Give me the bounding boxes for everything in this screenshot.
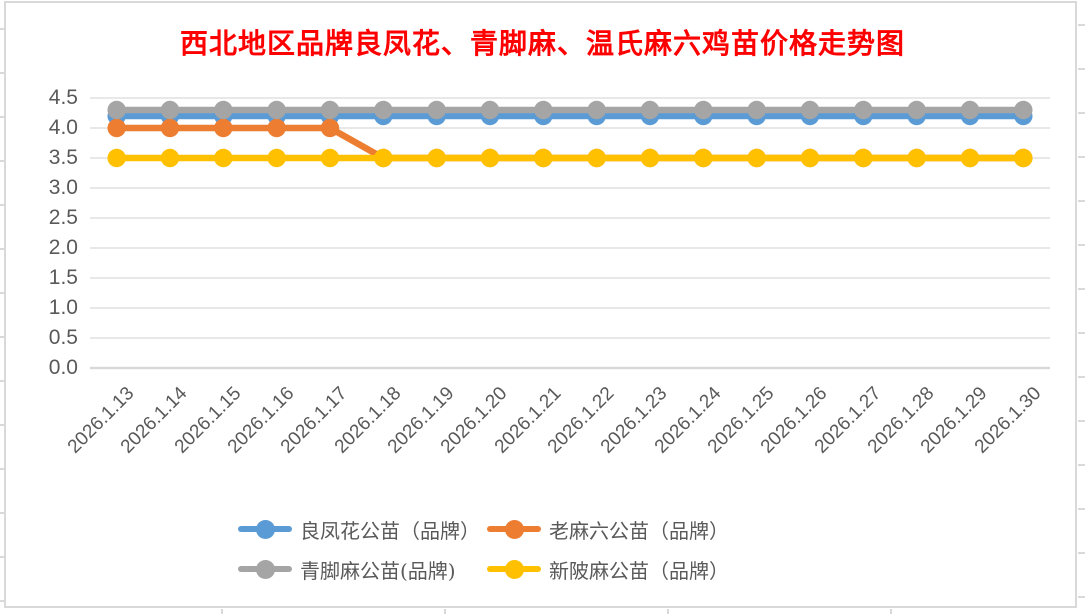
series-3-marker [960,148,980,168]
series-3-marker [854,148,873,168]
worksheet-gridline-stubs-left [0,0,5,614]
y-axis-tick-label: 3.5 [48,146,78,169]
y-axis-tick-label: 4.0 [48,116,78,139]
legend-item-2: 青脚麻公苗(品牌) [238,549,487,589]
y-axis-tick-label: 0.0 [48,356,78,379]
series-3-marker [747,148,766,168]
series-2-marker [800,100,820,120]
series-2-marker [374,100,393,120]
series-3-marker [107,148,126,168]
series-3-marker [480,148,500,168]
series-3-marker [800,148,820,168]
legend-label: 老麻六公苗（品牌） [549,518,729,543]
worksheet-gridline-stubs-bottom [0,609,1085,614]
series-2-marker [1014,100,1033,120]
series-3-marker [907,148,926,168]
y-axis-tick-label: 1.5 [48,266,78,289]
legend: 良凤花公苗（品牌） 老麻六公苗（品牌） 青脚麻公苗(品牌) 新陂麻公苗（品牌） [238,509,729,589]
legend-line-marker-icon [238,559,292,579]
y-axis-tick-label: 4.5 [48,86,78,109]
series-3-marker [694,148,713,168]
series-3-marker [214,148,233,168]
legend-line-marker-icon [238,519,292,539]
legend-item-0: 良凤花公苗（品牌） [238,509,487,549]
series-1-marker [160,118,180,138]
legend-line-marker-icon [487,519,541,539]
series-2-marker [854,100,873,120]
chart-title: 西北地区品牌良凤花、青脚麻、温氏麻六鸡苗价格走势图 [179,27,905,60]
series-1-marker [320,118,340,138]
series-2-marker [960,100,980,120]
series-2-marker [480,100,500,120]
legend-label: 青脚麻公苗(品牌) [300,558,456,583]
series-2-marker [160,100,180,120]
series-2-marker [320,100,340,120]
series-line-1 [116,124,1024,162]
series-3-marker [374,148,393,168]
y-axis-tick-label: 2.0 [48,236,78,259]
series-1-marker [267,118,286,138]
series-2-marker [534,100,553,120]
series-3-marker [534,148,553,168]
series-3-marker [587,148,606,168]
series-3-marker [160,148,180,168]
series-3-marker [427,148,446,168]
series-2-marker [640,100,660,120]
series-2-marker [427,100,446,120]
series-1-marker [214,118,233,138]
series-2-marker [107,100,126,120]
legend-item-1: 老麻六公苗（品牌） [487,509,729,549]
legend-item-3: 新陂麻公苗（品牌） [487,549,729,589]
y-axis-tick-label: 0.5 [48,326,78,349]
y-axis-tick-label: 1.0 [48,296,78,319]
series-2-marker [694,100,713,120]
series-1-marker [107,118,126,138]
legend-label: 新陂麻公苗（品牌） [549,558,729,583]
y-axis-tick-label: 3.0 [48,176,78,199]
y-axis-tick-label: 2.5 [48,206,78,229]
series-2-marker [907,100,926,120]
series-2-marker [587,100,606,120]
series-2-marker [747,100,766,120]
series-3-marker [1014,148,1033,168]
series-3-marker [267,148,286,168]
legend-line-marker-icon [487,559,541,579]
series-3-marker [320,148,340,168]
legend-label: 良凤花公苗（品牌） [300,518,480,543]
series-3-marker [640,148,660,168]
series-2-marker [214,100,233,120]
worksheet-gridline-stubs-right [1078,0,1085,614]
series-2-marker [267,100,286,120]
